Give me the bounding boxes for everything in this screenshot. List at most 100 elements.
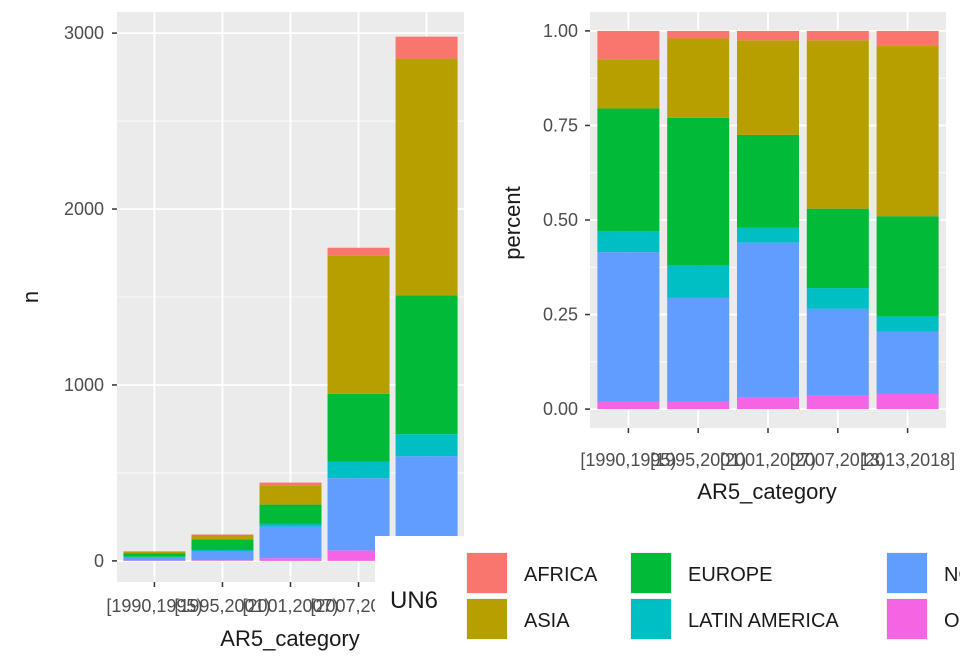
bar-latin-america-2 <box>259 523 322 527</box>
bar-africa-0 <box>597 30 660 60</box>
bar-africa-4 <box>876 30 939 47</box>
bar-oceania-3 <box>806 395 869 410</box>
legend-label: EUROPE <box>688 564 772 586</box>
legend-label: NORTH AMERICA <box>944 564 960 586</box>
bar-north-america-4 <box>395 456 458 544</box>
y-axis-title-count: n <box>18 291 43 303</box>
x-tick-label: [1995,2001) <box>650 450 746 470</box>
y-ticks-percent: 0.00 0.25 0.50 0.75 1.00 <box>543 21 590 419</box>
bar-latin-america-4 <box>395 434 458 457</box>
y-tick-label: 1000 <box>64 375 104 395</box>
bar-africa-2 <box>259 482 322 486</box>
bar-latin-america-3 <box>806 288 869 309</box>
bar-north-america-1 <box>667 297 730 402</box>
bar-north-america-4 <box>876 331 939 394</box>
bar-europe-2 <box>737 134 799 228</box>
y-tick-label: 3000 <box>64 23 104 43</box>
bar-europe-4 <box>876 216 939 317</box>
bar-europe-3 <box>806 208 869 289</box>
bar-oceania-0 <box>597 401 660 410</box>
bar-latin-america-0 <box>123 556 186 558</box>
bar-europe-1 <box>667 117 730 266</box>
bar-africa-3 <box>327 247 390 256</box>
bar-latin-america-1 <box>667 265 730 298</box>
bar-oceania-4 <box>876 393 939 410</box>
x-tick-label: [2007,2013) <box>790 450 886 470</box>
bar-africa-3 <box>806 30 869 41</box>
bar-asia-4 <box>876 46 939 217</box>
x-tick-label: [2013,2018] <box>860 450 955 470</box>
bar-north-america-3 <box>806 308 869 396</box>
bar-asia-4 <box>395 58 458 296</box>
legend-swatch <box>467 599 507 639</box>
bar-asia-0 <box>123 551 186 554</box>
legend-swatch <box>467 553 507 593</box>
bar-latin-america-3 <box>327 461 390 479</box>
legend-label: AFRICA <box>524 564 598 586</box>
legend-title: UN6 <box>390 587 438 614</box>
x-tick-label: [2001,2007) <box>242 596 338 616</box>
bar-north-america-0 <box>123 557 186 561</box>
bar-africa-0 <box>123 551 186 552</box>
legend-label: LATIN AMERICA <box>688 610 839 632</box>
y-tick-label: 0.50 <box>543 210 578 230</box>
bar-asia-1 <box>191 535 254 540</box>
x-tick-label: [1995,2001) <box>174 596 270 616</box>
bar-africa-4 <box>395 36 458 59</box>
bar-latin-america-0 <box>597 231 660 253</box>
y-tick-label: 0.75 <box>543 115 578 135</box>
bar-latin-america-2 <box>737 227 799 243</box>
bar-europe-4 <box>395 295 458 435</box>
bar-oceania-1 <box>667 401 730 410</box>
bar-north-america-1 <box>191 551 254 561</box>
bar-asia-2 <box>737 40 799 135</box>
bar-latin-america-4 <box>876 316 939 332</box>
bar-north-america-2 <box>737 242 799 398</box>
bar-asia-3 <box>806 40 869 209</box>
legend-label: ASIA <box>524 610 570 632</box>
legend-swatch <box>887 599 927 639</box>
legend-label: OCEANIA <box>944 610 960 632</box>
y-tick-label: 0.00 <box>543 399 578 419</box>
y-tick-label: 1.00 <box>543 21 578 41</box>
bar-asia-3 <box>327 255 390 394</box>
y-tick-label: 2000 <box>64 199 104 219</box>
bar-europe-0 <box>597 108 660 232</box>
bar-africa-1 <box>667 30 730 39</box>
y-tick-label: 0.25 <box>543 305 578 325</box>
legend: UN6 AFRICA ASIA EUROPE LATIN AMERICA NORTH A… <box>375 536 960 672</box>
x-tick-label: [2001,2007) <box>720 450 816 470</box>
panel-percent-chart: 0.00 0.25 0.50 0.75 1.00 [1990,1995)[1995,20… <box>500 12 955 504</box>
bar-oceania-1 <box>191 560 254 561</box>
bar-europe-2 <box>259 504 322 524</box>
y-ticks-count: 0 1000 2000 3000 <box>64 23 117 571</box>
bar-europe-1 <box>191 539 254 550</box>
bar-europe-3 <box>327 393 390 462</box>
legend-swatch <box>631 599 671 639</box>
bar-oceania-2 <box>737 397 799 410</box>
bar-africa-2 <box>737 30 799 41</box>
legend-swatch <box>887 553 927 593</box>
bars-percent <box>597 30 939 410</box>
y-axis-title-percent: percent <box>500 186 525 259</box>
bar-north-america-2 <box>259 526 322 559</box>
x-tick-label: [1990,1995) <box>580 450 676 470</box>
bar-oceania-3 <box>327 550 390 561</box>
legend-swatch <box>631 553 671 593</box>
y-tick-label: 0 <box>94 551 104 571</box>
bar-north-america-0 <box>597 252 660 402</box>
x-ticks-percent: [1990,1995)[1995,2001)[2001,2007)[2007,2… <box>580 428 955 470</box>
bar-asia-0 <box>597 59 660 109</box>
x-tick-label: [1990,1995) <box>106 596 202 616</box>
bar-latin-america-1 <box>191 549 254 552</box>
bar-asia-1 <box>667 38 730 118</box>
bar-asia-2 <box>259 485 322 505</box>
x-axis-title-percent: AR5_category <box>697 479 836 504</box>
panel-count-chart: 0 1000 2000 3000 [1990,1995)[1995,2001)[200… <box>18 12 474 651</box>
bar-oceania-2 <box>259 558 322 561</box>
legend-items: AFRICA ASIA EUROPE LATIN AMERICA NORTH AMERI… <box>466 552 960 640</box>
bar-africa-1 <box>191 534 254 536</box>
x-axis-title-count: AR5_category <box>220 626 359 651</box>
bar-europe-0 <box>123 553 186 557</box>
